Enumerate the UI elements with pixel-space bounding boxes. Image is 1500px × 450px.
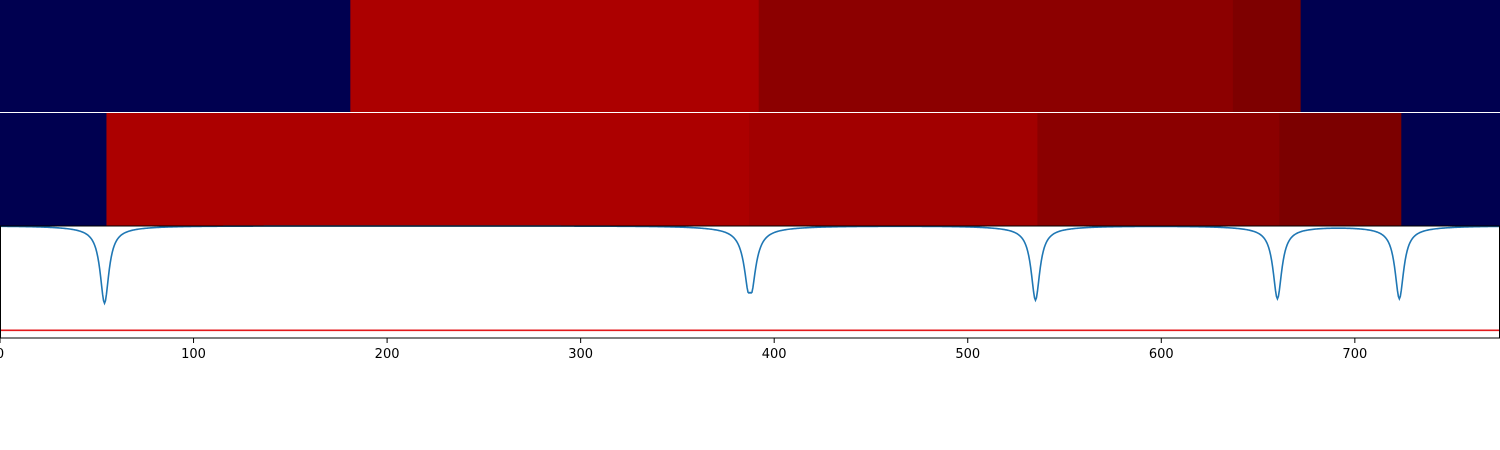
heatmap-band-top: [0, 0, 1500, 112]
heatmap-band-middle: [0, 113, 1500, 226]
top-band-segment-2: [758, 0, 1234, 112]
x-tick-label: 600: [1149, 347, 1174, 362]
top-band-segment-4: [1300, 0, 1500, 112]
middle-band-segment-4: [1279, 113, 1402, 226]
middle-band-segment-2: [749, 113, 1038, 226]
top-band-segment-3: [1232, 0, 1302, 112]
x-tick-label: 100: [181, 347, 206, 362]
x-tick-label: 200: [375, 347, 400, 362]
signal-panel-background: [0, 226, 1500, 338]
top-band-segment-1: [350, 0, 760, 112]
middle-band-segment-0: [0, 113, 107, 226]
x-tick-label: 700: [1342, 347, 1367, 362]
top-band-segment-0: [0, 0, 351, 112]
middle-band-segment-1: [106, 113, 750, 226]
x-tick-label: 500: [955, 347, 980, 362]
middle-band-segment-3: [1037, 113, 1280, 226]
x-tick-label: 300: [568, 347, 593, 362]
x-tick-label: 400: [762, 347, 787, 362]
middle-band-segment-5: [1401, 113, 1500, 226]
x-axis: 0 100 200 300 400 500 600 700: [0, 338, 1367, 362]
x-tick-label: 0: [0, 347, 4, 362]
